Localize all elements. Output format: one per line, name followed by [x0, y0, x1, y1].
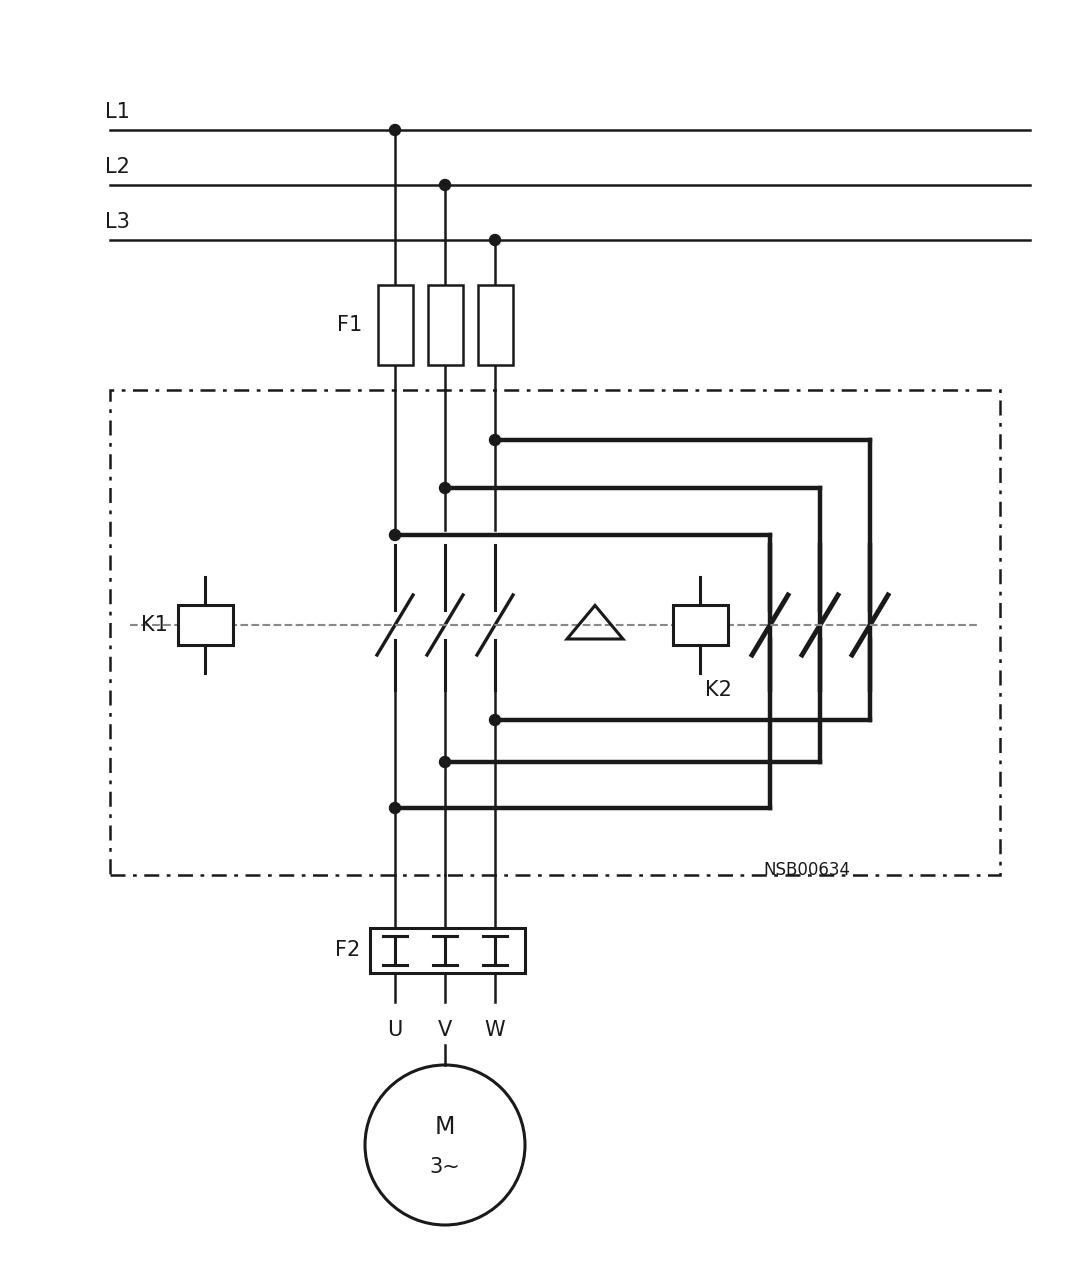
Text: 3~: 3~	[430, 1157, 460, 1178]
Circle shape	[440, 756, 450, 768]
Text: L3: L3	[106, 212, 129, 232]
Bar	[110, 390, 1000, 876]
Text: U: U	[387, 1020, 403, 1039]
Bar	[378, 285, 412, 365]
Text: NSB00634: NSB00634	[763, 861, 850, 879]
Text: K2: K2	[705, 680, 732, 700]
Circle shape	[490, 434, 500, 445]
Bar	[177, 605, 233, 645]
Text: F1: F1	[337, 315, 362, 335]
Circle shape	[390, 803, 400, 814]
Text: L1: L1	[106, 102, 129, 122]
Bar	[672, 605, 728, 645]
Bar	[370, 928, 526, 973]
Circle shape	[440, 483, 450, 494]
Text: V: V	[437, 1020, 453, 1039]
Circle shape	[390, 530, 400, 540]
Text: L2: L2	[106, 157, 129, 177]
Text: M: M	[435, 1115, 455, 1139]
Bar	[428, 285, 462, 365]
Text: K1: K1	[140, 614, 168, 635]
Text: W: W	[484, 1020, 505, 1039]
Circle shape	[390, 124, 400, 136]
Circle shape	[490, 714, 500, 726]
Circle shape	[490, 234, 500, 246]
Text: F2: F2	[335, 940, 360, 960]
Bar	[478, 285, 512, 365]
Circle shape	[440, 179, 450, 191]
